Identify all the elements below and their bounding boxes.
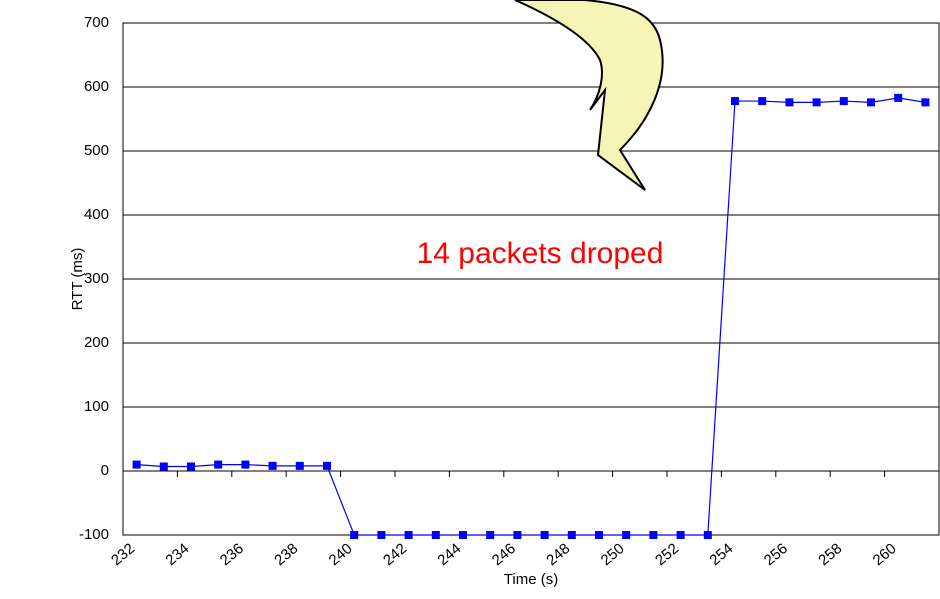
point-marker	[785, 98, 793, 106]
y-tick-label: 400	[84, 206, 109, 223]
point-marker	[377, 531, 385, 539]
x-tick-label: 256	[761, 540, 791, 569]
y-tick-label: -100	[79, 526, 109, 543]
annotation: 14 packets droped	[417, 237, 664, 270]
y-tick-label: 300	[84, 270, 109, 287]
x-tick-label: 248	[543, 540, 573, 569]
point-marker	[894, 94, 902, 102]
x-tick-label: 242	[380, 540, 410, 569]
chart: 14 packets droped RTT (ms) Time (s) -100…	[0, 0, 940, 594]
point-marker	[921, 98, 929, 106]
point-marker	[568, 531, 576, 539]
point-marker	[133, 461, 141, 469]
point-marker	[595, 531, 603, 539]
x-tick-label: 254	[706, 540, 736, 569]
point-marker	[867, 98, 875, 106]
x-tick-label: 240	[326, 540, 356, 569]
point-marker	[677, 531, 685, 539]
x-tick-label: 232	[108, 540, 138, 569]
point-marker	[704, 531, 712, 539]
point-marker	[513, 531, 521, 539]
y-tick-label: 200	[84, 334, 109, 351]
point-marker	[649, 531, 657, 539]
point-marker	[160, 463, 168, 471]
point-marker	[486, 531, 494, 539]
point-marker	[432, 531, 440, 539]
point-marker	[405, 531, 413, 539]
x-tick-label: 252	[652, 540, 682, 569]
x-tick-label: 236	[217, 540, 247, 569]
point-marker	[187, 463, 195, 471]
curved-arrow	[515, 0, 663, 190]
point-marker	[622, 531, 630, 539]
x-tick-label: 246	[489, 540, 519, 569]
x-tick-label: 250	[598, 540, 628, 569]
point-marker	[541, 531, 549, 539]
x-tick-label: 258	[815, 540, 845, 569]
x-tick-label: 260	[870, 540, 900, 569]
point-marker	[296, 462, 304, 470]
point-marker	[214, 461, 222, 469]
y-tick-label: 0	[101, 462, 109, 479]
point-marker	[269, 462, 277, 470]
point-marker	[758, 97, 766, 105]
y-tick-label: 700	[84, 14, 109, 31]
point-marker	[731, 97, 739, 105]
x-tick-label: 238	[271, 540, 301, 569]
point-marker	[840, 97, 848, 105]
point-marker	[350, 531, 358, 539]
x-tick-label: 234	[162, 540, 192, 569]
y-tick-label: 100	[84, 398, 109, 415]
point-marker	[813, 98, 821, 106]
point-marker	[459, 531, 467, 539]
y-tick-label: 600	[84, 78, 109, 95]
x-axis-label: Time (s)	[504, 571, 558, 588]
y-tick-label: 500	[84, 142, 109, 159]
point-marker	[241, 461, 249, 469]
series-line	[137, 98, 926, 535]
point-marker	[323, 462, 331, 470]
x-tick-label: 244	[434, 540, 464, 569]
